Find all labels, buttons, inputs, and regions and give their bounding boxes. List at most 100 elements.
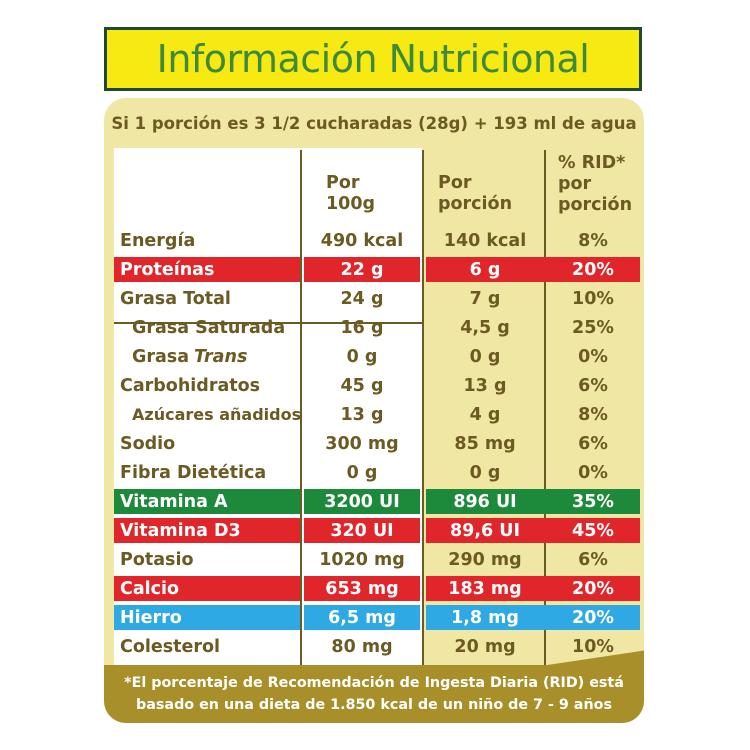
value-per-100g: 1020 mg xyxy=(319,549,405,570)
value-rid: 10% xyxy=(572,636,614,657)
header-per-portion: Por porción xyxy=(438,173,512,215)
value-per-100g: 45 g xyxy=(340,375,384,396)
table-row: Energía 490 kcal 140 kcal 8% xyxy=(104,226,644,255)
table-row: Potasio 1020 mg 290 mg 6% xyxy=(104,545,644,574)
value-per-100g: 22 g xyxy=(340,259,384,280)
row-highlight xyxy=(304,489,420,514)
value-per-100g: 3200 UI xyxy=(324,491,400,512)
value-rid: 25% xyxy=(572,317,614,338)
value-per-portion: 0 g xyxy=(469,346,501,367)
nutrient-name: Vitamina D3 xyxy=(120,520,241,541)
nutrient-name: Azúcares añadidos xyxy=(132,405,302,424)
value-per-portion: 290 mg xyxy=(448,549,522,570)
row-highlight xyxy=(114,518,300,543)
nutrient-name: Vitamina A xyxy=(120,491,228,512)
value-per-portion: 1,8 mg xyxy=(451,607,519,628)
table-row: Calcio 653 mg 183 mg 20% xyxy=(104,574,644,603)
footnote-line2: basado en una dieta de 1.850 kcal de un … xyxy=(136,697,612,713)
value-per-100g: 300 mg xyxy=(325,433,399,454)
row-highlight xyxy=(426,518,640,543)
header-rid: % RID* por porción xyxy=(558,153,632,216)
nutrient-name: Energía xyxy=(120,230,196,251)
header-divider xyxy=(114,322,422,324)
value-rid: 6% xyxy=(578,549,608,570)
value-per-portion: 6 g xyxy=(469,259,501,280)
value-rid: 8% xyxy=(578,404,608,425)
table-row: Colesterol 80 mg 20 mg 10% xyxy=(104,632,644,661)
value-per-portion: 140 kcal xyxy=(443,230,527,251)
table-row: Sodio 300 mg 85 mg 6% xyxy=(104,429,644,458)
value-rid: 35% xyxy=(572,491,614,512)
page-title: Información Nutricional xyxy=(156,37,590,81)
table-row: Fibra Dietética 0 g 0 g 0% xyxy=(104,458,644,487)
table-row: Grasa Trans 0 g 0 g 0% xyxy=(104,342,644,371)
header-rid-line2: por xyxy=(558,174,592,194)
value-per-portion: 896 UI xyxy=(453,491,517,512)
row-highlight xyxy=(304,605,420,630)
nutrient-name: Proteínas xyxy=(120,259,215,280)
header-per-100g-line1: Por xyxy=(326,173,360,193)
header-per-portion-line2: porción xyxy=(438,194,513,214)
value-rid: 20% xyxy=(572,259,614,280)
header-per-portion-line1: Por xyxy=(438,173,472,193)
value-rid: 10% xyxy=(572,288,614,309)
table-row: Azúcares añadidos 13 g 4 g 8% xyxy=(104,400,644,429)
value-per-100g: 24 g xyxy=(340,288,384,309)
column-divider-3 xyxy=(544,150,546,665)
row-highlight xyxy=(426,257,640,282)
value-per-portion: 0 g xyxy=(469,462,501,483)
value-rid: 0% xyxy=(578,346,608,367)
nutrient-name: Carbohidratos xyxy=(120,375,261,396)
value-per-portion: 89,6 UI xyxy=(450,520,520,541)
nutrient-name: Hierro xyxy=(120,607,182,628)
table-row: Carbohidratos 45 g 13 g 6% xyxy=(104,371,644,400)
value-per-100g: 490 kcal xyxy=(320,230,404,251)
table-row: Proteínas 22 g 6 g 20% xyxy=(104,255,644,284)
nutrient-name: Colesterol xyxy=(120,636,221,657)
footnote: *El porcentaje de Recomendación de Inges… xyxy=(104,665,644,723)
footnote-line1: *El porcentaje de Recomendación de Inges… xyxy=(124,675,624,691)
title-banner: Información Nutricional xyxy=(104,27,642,91)
table-row: Vitamina A 3200 UI 896 UI 35% xyxy=(104,487,644,516)
value-rid: 6% xyxy=(578,433,608,454)
table-row: Grasa Saturada 16 g 4,5 g 25% xyxy=(104,313,644,342)
value-per-portion: 7 g xyxy=(469,288,501,309)
nutrient-name: Grasa Saturada xyxy=(132,317,286,338)
value-per-portion: 183 mg xyxy=(448,578,522,599)
nutrient-name: Grasa Trans xyxy=(132,346,248,367)
value-per-100g: 320 UI xyxy=(330,520,394,541)
row-highlight xyxy=(426,489,640,514)
value-per-portion: 4,5 g xyxy=(460,317,510,338)
value-per-100g: 6,5 mg xyxy=(328,607,396,628)
table-row: Vitamina D3 320 UI 89,6 UI 45% xyxy=(104,516,644,545)
header-per-100g: Por 100g xyxy=(326,173,375,215)
value-per-100g: 0 g xyxy=(346,462,378,483)
row-highlight xyxy=(114,489,300,514)
value-rid: 20% xyxy=(572,607,614,628)
row-highlight xyxy=(114,257,300,282)
row-highlight xyxy=(304,576,420,601)
nutrient-name: Potasio xyxy=(120,549,194,570)
value-per-portion: 20 mg xyxy=(454,636,516,657)
row-highlight xyxy=(114,605,300,630)
row-highlight xyxy=(426,576,640,601)
row-highlight xyxy=(304,257,420,282)
value-per-100g: 0 g xyxy=(346,346,378,367)
row-highlight xyxy=(304,518,420,543)
value-per-100g: 13 g xyxy=(340,404,384,425)
column-divider-2 xyxy=(422,150,424,665)
row-highlight xyxy=(426,605,640,630)
value-rid: 6% xyxy=(578,375,608,396)
nutrient-name: Fibra Dietética xyxy=(120,462,267,483)
column-divider-1 xyxy=(300,150,302,665)
value-rid: 45% xyxy=(572,520,614,541)
value-per-100g: 653 mg xyxy=(325,578,399,599)
nutrition-panel: Si 1 porción es 3 1/2 cucharadas (28g) +… xyxy=(104,98,644,723)
nutrient-name: Sodio xyxy=(120,433,176,454)
header-rid-line1: % RID* xyxy=(558,153,626,173)
serving-size-text: Si 1 porción es 3 1/2 cucharadas (28g) +… xyxy=(111,113,637,133)
value-rid: 20% xyxy=(572,578,614,599)
table-row: Grasa Total 24 g 7 g 10% xyxy=(104,284,644,313)
value-rid: 0% xyxy=(578,462,608,483)
value-per-100g: 80 mg xyxy=(331,636,393,657)
